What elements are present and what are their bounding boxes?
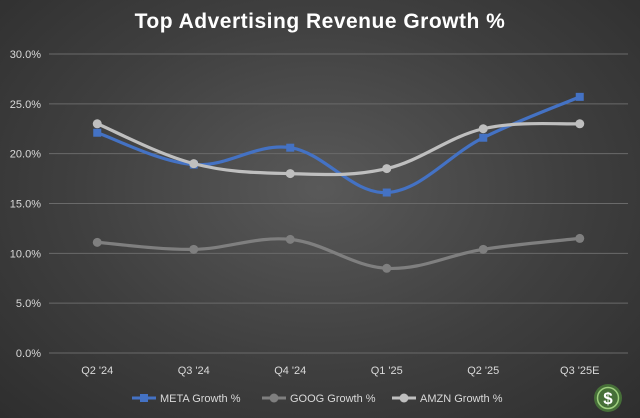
- x-tick-label: Q2 '25: [467, 365, 499, 377]
- data-point-goog: [575, 233, 585, 243]
- series-line-goog: [95, 236, 582, 270]
- data-point-amzn: [575, 119, 585, 129]
- data-point-amzn: [285, 169, 295, 179]
- legend-label: GOOG Growth %: [290, 393, 376, 405]
- y-axis-ticks: 0.0% 5.0% 10.0% 15.0% 20.0% 25.0% 30.0%: [10, 49, 41, 360]
- data-point-meta: [479, 133, 488, 142]
- y-tick-label: 5.0%: [16, 298, 41, 310]
- series-line-amzn: [95, 121, 582, 177]
- svg-text:$: $: [603, 389, 613, 408]
- y-tick-label: 15.0%: [10, 199, 41, 211]
- data-point-goog: [189, 244, 199, 254]
- y-tick-label: 10.0%: [10, 248, 41, 260]
- x-tick-label: Q3 '24: [178, 365, 210, 377]
- data-point-meta: [575, 92, 584, 101]
- data-point-meta: [382, 188, 391, 197]
- y-tick-label: 25.0%: [10, 99, 41, 111]
- series-line-meta: [95, 95, 582, 195]
- series-goog: [92, 233, 585, 273]
- x-tick-label: Q2 '24: [81, 365, 113, 377]
- x-tick-label: Q3 '25E: [560, 365, 599, 377]
- legend-item-amzn: AMZN Growth %: [392, 393, 503, 405]
- data-point-meta: [286, 143, 295, 152]
- data-point-meta: [93, 128, 102, 137]
- legend-marker: [399, 393, 409, 403]
- data-point-amzn: [189, 159, 199, 169]
- legend: META Growth % GOOG Growth % AMZN Growth %: [132, 393, 503, 405]
- data-point-amzn: [382, 164, 392, 174]
- x-tick-label: Q4 '24: [274, 365, 306, 377]
- data-point-goog: [382, 263, 392, 273]
- dollar-badge-icon: $: [594, 384, 622, 412]
- x-tick-label: Q1 '25: [371, 365, 403, 377]
- data-point-amzn: [92, 119, 102, 129]
- legend-label: AMZN Growth %: [420, 393, 503, 405]
- y-tick-label: 30.0%: [10, 49, 41, 61]
- x-axis-ticks: Q2 '24 Q3 '24 Q4 '24 Q1 '25 Q2 '25 Q3 '25E: [81, 365, 599, 377]
- data-point-amzn: [478, 124, 488, 134]
- legend-marker: [269, 393, 279, 403]
- data-point-goog: [285, 234, 295, 244]
- y-tick-label: 20.0%: [10, 149, 41, 161]
- series-meta: [93, 92, 584, 197]
- data-point-goog: [478, 244, 488, 254]
- data-point-goog: [92, 237, 102, 247]
- y-tick-label: 0.0%: [16, 348, 41, 360]
- chart-title: Top Advertising Revenue Growth %: [134, 10, 506, 33]
- legend-marker: [140, 394, 148, 402]
- series-layer: [92, 92, 585, 273]
- legend-item-meta: META Growth %: [132, 393, 241, 405]
- legend-label: META Growth %: [160, 393, 241, 405]
- legend-item-goog: GOOG Growth %: [262, 393, 376, 405]
- gridlines: [49, 53, 628, 354]
- series-amzn: [92, 119, 585, 179]
